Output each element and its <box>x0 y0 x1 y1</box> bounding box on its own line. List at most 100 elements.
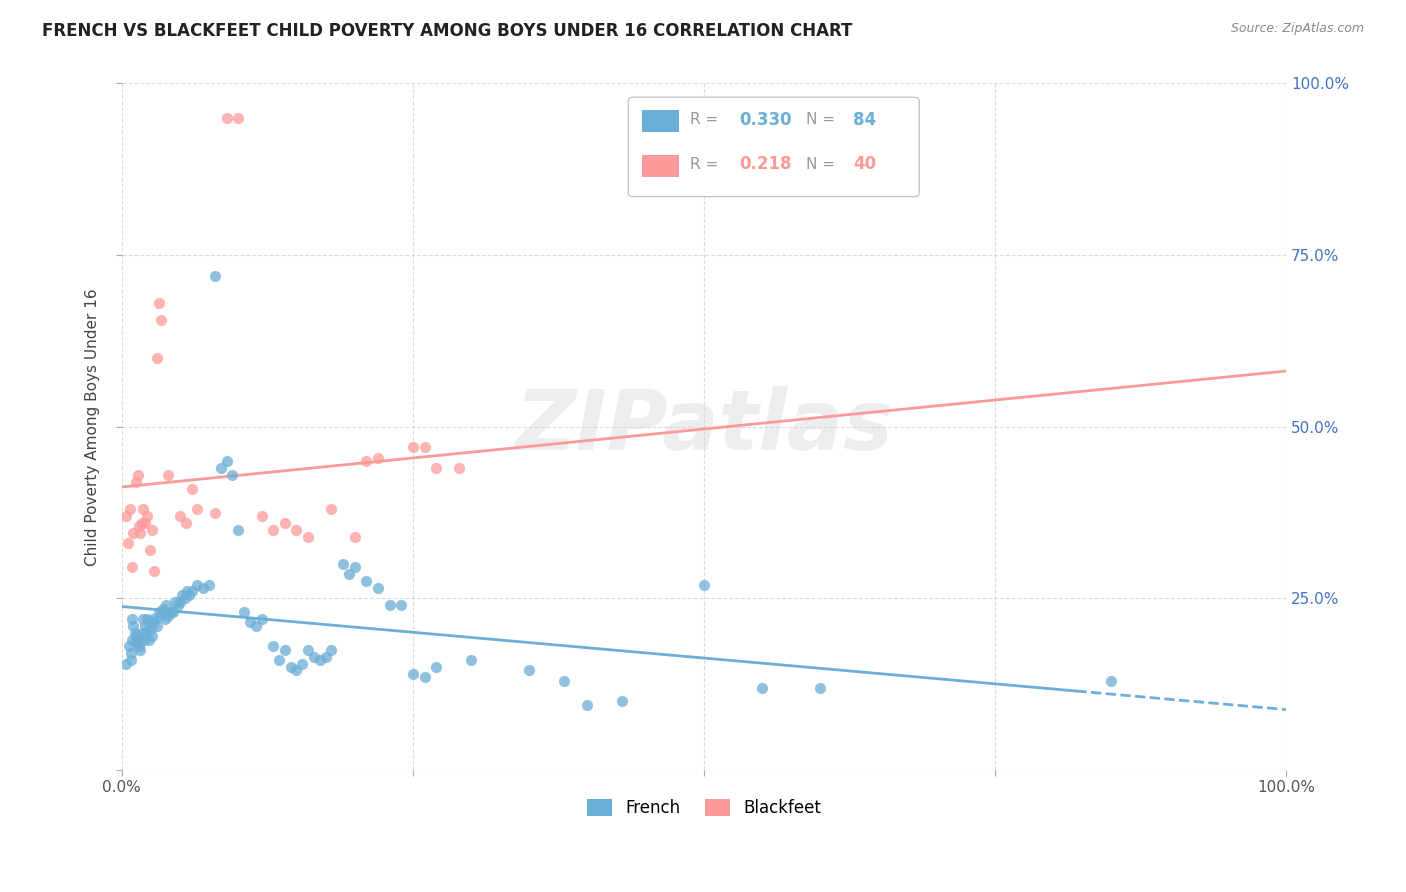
Point <box>356 574 378 589</box>
Point <box>337 567 360 582</box>
Point <box>332 557 354 571</box>
Point <box>378 599 401 613</box>
Point <box>141 523 163 537</box>
Point <box>152 601 174 615</box>
Point <box>128 640 150 654</box>
Point <box>285 523 308 537</box>
Point <box>425 660 447 674</box>
Point <box>141 629 163 643</box>
Point <box>215 454 238 468</box>
Point <box>143 564 166 578</box>
Point <box>127 467 149 482</box>
Point <box>129 526 152 541</box>
Point <box>209 461 232 475</box>
Point <box>159 605 181 619</box>
Point <box>233 605 256 619</box>
Point <box>145 619 167 633</box>
Point <box>367 581 389 595</box>
Point <box>274 516 297 530</box>
Point <box>274 643 297 657</box>
FancyBboxPatch shape <box>628 97 920 197</box>
FancyBboxPatch shape <box>643 155 679 177</box>
Text: 40: 40 <box>853 155 876 173</box>
Point <box>131 516 153 530</box>
Point <box>226 523 249 537</box>
Point <box>127 632 149 647</box>
Point <box>180 584 202 599</box>
Point <box>460 653 482 667</box>
Point <box>132 502 155 516</box>
Legend: French, Blackfeet: French, Blackfeet <box>579 792 828 823</box>
Point <box>121 612 143 626</box>
Point <box>413 440 436 454</box>
Point <box>138 632 160 647</box>
Point <box>449 461 471 475</box>
Point <box>751 681 773 695</box>
Point <box>402 666 425 681</box>
Point <box>389 599 412 613</box>
Point <box>117 536 139 550</box>
Point <box>321 643 343 657</box>
Point <box>413 670 436 684</box>
Point <box>153 612 176 626</box>
Point <box>142 612 165 626</box>
Point <box>115 508 138 523</box>
Point <box>148 296 170 310</box>
Point <box>169 508 191 523</box>
Point <box>245 619 267 633</box>
Text: ZIPatlas: ZIPatlas <box>515 386 893 467</box>
Point <box>122 526 145 541</box>
Point <box>297 530 319 544</box>
Point <box>425 461 447 475</box>
Point <box>120 646 142 660</box>
Point <box>343 530 366 544</box>
Point <box>186 502 208 516</box>
Point <box>129 643 152 657</box>
Point <box>118 502 141 516</box>
Point <box>315 649 337 664</box>
Point <box>402 440 425 454</box>
Point <box>180 482 202 496</box>
Point <box>250 612 273 626</box>
Point <box>139 543 162 558</box>
Point <box>134 619 156 633</box>
Point <box>517 664 540 678</box>
Point <box>115 657 138 671</box>
Point <box>262 640 284 654</box>
Point <box>226 111 249 125</box>
Point <box>150 313 173 327</box>
Text: N =: N = <box>806 112 835 128</box>
Text: FRENCH VS BLACKFEET CHILD POVERTY AMONG BOYS UNDER 16 CORRELATION CHART: FRENCH VS BLACKFEET CHILD POVERTY AMONG … <box>42 22 852 40</box>
Point <box>162 605 184 619</box>
Point <box>120 653 142 667</box>
Point <box>221 467 243 482</box>
Point <box>239 615 262 630</box>
Point <box>125 636 148 650</box>
Point <box>125 629 148 643</box>
Text: R =: R = <box>690 112 718 128</box>
Point <box>693 577 716 591</box>
Text: Source: ZipAtlas.com: Source: ZipAtlas.com <box>1230 22 1364 36</box>
Point <box>343 560 366 574</box>
Point <box>808 681 831 695</box>
Point <box>280 660 302 674</box>
Text: N =: N = <box>806 157 835 172</box>
Point <box>149 608 172 623</box>
Point <box>169 595 191 609</box>
Point <box>291 657 314 671</box>
Point <box>186 577 208 591</box>
Point <box>176 584 198 599</box>
Point <box>1099 673 1122 688</box>
Point <box>302 649 325 664</box>
Point <box>136 508 159 523</box>
Point <box>132 612 155 626</box>
Text: 0.330: 0.330 <box>738 111 792 128</box>
Point <box>198 577 221 591</box>
Point <box>136 612 159 626</box>
Point <box>576 698 599 712</box>
Point <box>145 351 167 365</box>
Point <box>143 615 166 630</box>
Point <box>308 653 330 667</box>
Point <box>118 640 141 654</box>
Point <box>250 508 273 523</box>
